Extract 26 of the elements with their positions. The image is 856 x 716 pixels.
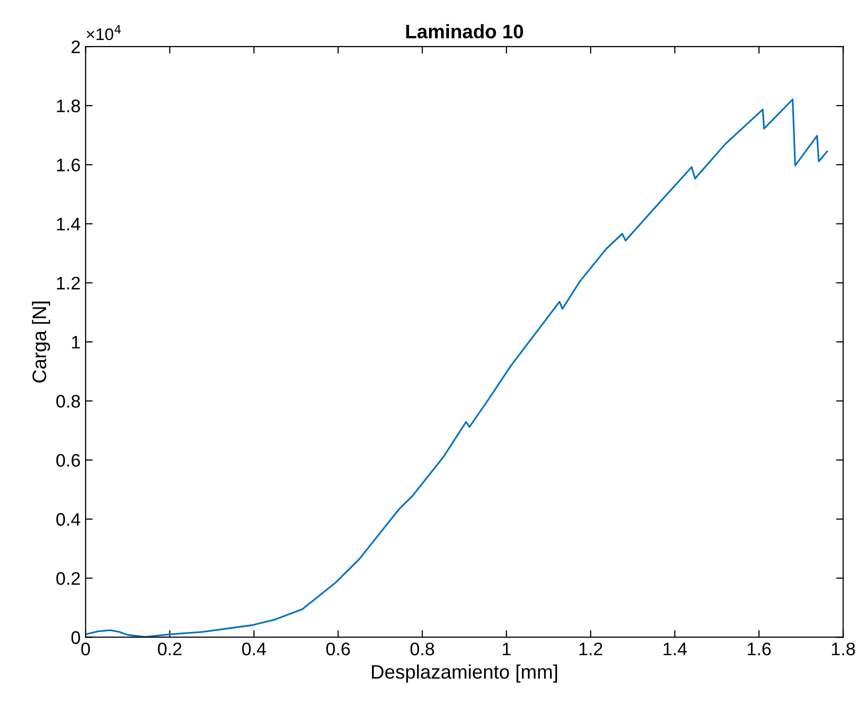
y-tick-label: 1 bbox=[72, 336, 80, 348]
chart-title: Laminado 10 bbox=[406, 24, 524, 38]
y-tick-label: 0.8 bbox=[56, 394, 80, 408]
y-axis-title: Carga [N] bbox=[32, 302, 50, 383]
y-tick-label: 1.2 bbox=[57, 276, 80, 290]
x-tick-label: 1.2 bbox=[579, 642, 602, 656]
x-tick-label: 0.4 bbox=[242, 642, 266, 656]
x-axis-title: Desplazamiento [mm] bbox=[372, 664, 558, 683]
text: ×10$^{4}$ bbox=[86, 25, 121, 40]
x-tick-label: 0.8 bbox=[410, 642, 434, 656]
x-tick-label: 1.4 bbox=[664, 642, 687, 656]
y-tick-label: 0.4 bbox=[56, 513, 80, 526]
line-series bbox=[86, 98, 828, 638]
y-tick-label: 0.6 bbox=[56, 454, 80, 467]
x-tick-label: 0.2 bbox=[158, 642, 182, 656]
y-tick-label: 1.8 bbox=[57, 100, 80, 112]
y-tick-label: 0 bbox=[71, 631, 80, 644]
y-tick-label: 0.2 bbox=[56, 572, 80, 585]
x-tick-label: 1 bbox=[502, 642, 511, 656]
y-tick-label: 1.4 bbox=[57, 218, 80, 230]
x-tick-label: 1.6 bbox=[748, 642, 771, 656]
y-tick-label: 2 bbox=[72, 40, 80, 54]
x-tick-label: 1.8 bbox=[832, 642, 855, 656]
x-tick-label: 0.6 bbox=[326, 642, 350, 656]
x-tick-label: 0 bbox=[81, 642, 90, 656]
y-tick-label: 1.6 bbox=[57, 158, 80, 172]
